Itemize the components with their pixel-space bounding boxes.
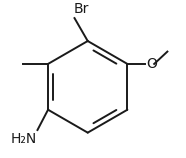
Text: H₂N: H₂N [10,132,37,146]
Text: Br: Br [74,2,89,16]
Text: O: O [146,57,157,71]
